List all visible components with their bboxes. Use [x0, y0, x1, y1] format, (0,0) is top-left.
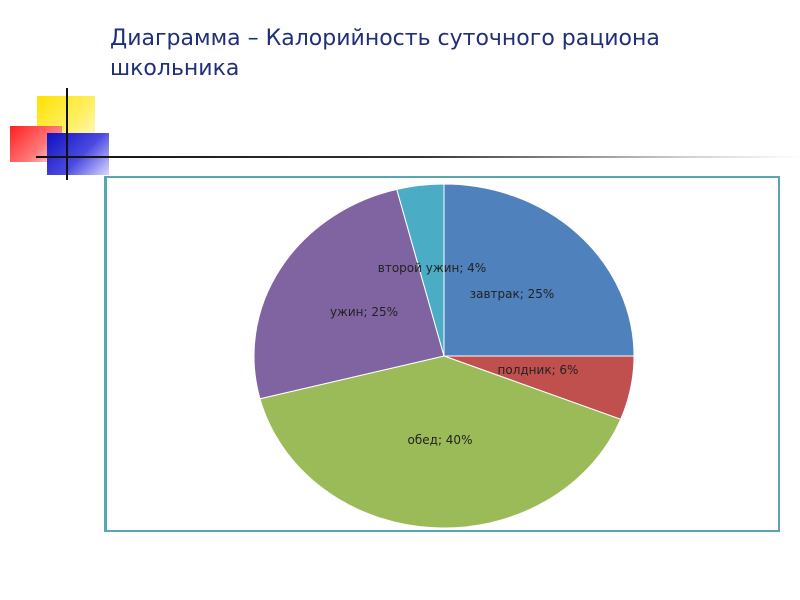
pie-data-label-0: завтрак; 25%: [470, 287, 555, 301]
chart-frame: завтрак; 25% полдник; 6% обед; 40% ужин; 25…: [104, 176, 780, 532]
slide-title: Диаграмма – Калорийность суточного рацио…: [110, 26, 660, 81]
pie-chart: завтрак; 25% полдник; 6% обед; 40% ужин; 25…: [253, 183, 635, 529]
decor-blue-square: [47, 133, 109, 175]
pie-data-label-3: ужин; 25%: [330, 305, 398, 319]
pie-slice-4: [396, 183, 445, 357]
pie-slice-2: [259, 355, 622, 529]
pie-data-label-2: обед; 40%: [408, 433, 473, 447]
decor-vertical-line: [66, 88, 68, 180]
pie-data-label-4: второй ужин; 4%: [378, 261, 486, 275]
decor-horizontal-line: [36, 156, 800, 158]
pie-slice-0: [443, 183, 635, 357]
pie-slice-3: [253, 188, 445, 400]
pie-data-label-1: полдник; 6%: [498, 363, 579, 377]
